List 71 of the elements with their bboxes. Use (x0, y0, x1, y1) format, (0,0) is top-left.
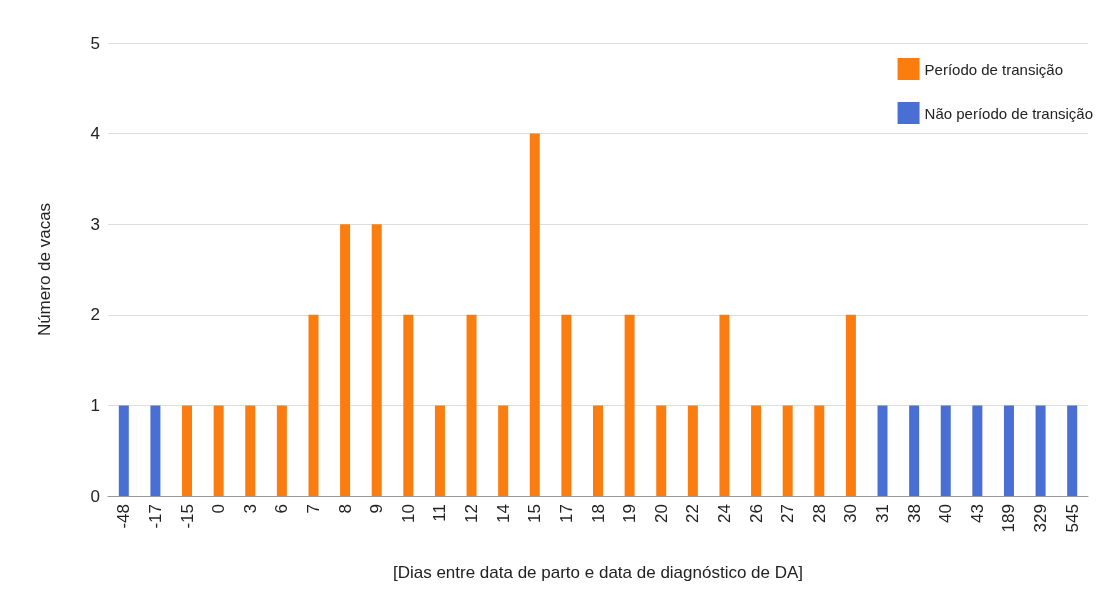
y-tick-label: 5 (90, 33, 100, 53)
x-tick-label: 11 (430, 504, 450, 522)
y-tick-label: 4 (90, 124, 100, 144)
bar (972, 405, 983, 496)
legend-label: Período de transição (924, 60, 1063, 78)
bar (656, 405, 667, 496)
bar (624, 314, 635, 496)
x-tick-label: 6 (272, 504, 292, 514)
x-tick-label: 24 (714, 504, 734, 523)
bar (687, 405, 698, 496)
x-axis-title: [Dias entre data de parto e data de diagnóstico de DA] (392, 563, 804, 582)
bar (276, 405, 287, 496)
bar (593, 405, 603, 496)
x-tick-label: 18 (588, 504, 608, 523)
bar (1003, 405, 1014, 496)
bar (561, 314, 572, 496)
x-tick-label: 3 (240, 504, 260, 514)
bar (719, 314, 730, 496)
x-tick-label: 189 (999, 504, 1019, 533)
bar (150, 405, 161, 496)
x-tick-label: 20 (651, 504, 671, 523)
x-tick-label: 17 (556, 504, 576, 523)
x-tick-label: 545 (1062, 504, 1082, 533)
x-tick-label: 40 (936, 504, 956, 523)
bar (1067, 405, 1078, 496)
x-tick-label: 43 (967, 504, 987, 523)
x-tick-label: 22 (683, 504, 703, 523)
legend-label: Não período de transição (924, 104, 1094, 122)
x-tick-label: -48 (114, 504, 134, 529)
bar (529, 133, 540, 496)
y-axis-title: Número de vacas (35, 202, 54, 337)
bar (751, 405, 762, 496)
y-tick-label: 3 (90, 214, 100, 234)
x-tick-label: -17 (145, 504, 165, 529)
x-tick-label: 12 (462, 504, 482, 523)
x-tick-label: 9 (367, 504, 387, 514)
bar (877, 405, 888, 496)
bar (340, 224, 351, 496)
x-tick-label: 27 (778, 504, 798, 523)
x-tick-label: 30 (841, 504, 861, 523)
x-tick-label: 8 (335, 504, 355, 514)
bar (371, 224, 382, 496)
x-tick-label: 19 (620, 504, 640, 523)
bar (909, 405, 920, 496)
bar (245, 405, 256, 496)
y-tick-label: 2 (90, 305, 100, 325)
bar (782, 405, 793, 496)
x-tick-label: 0 (209, 504, 229, 514)
x-tick-label: 38 (904, 504, 924, 523)
x-tick-label: 14 (493, 504, 513, 523)
bar (403, 314, 414, 496)
x-tick-label: 7 (303, 504, 323, 514)
x-tick-label: 31 (873, 504, 893, 523)
x-tick-label: 10 (398, 504, 418, 523)
x-tick-label: 329 (1031, 504, 1051, 533)
y-tick-label: 1 (90, 395, 100, 415)
bar (213, 405, 224, 496)
bar (434, 405, 445, 496)
x-tick-label: 28 (809, 504, 829, 523)
bar (308, 314, 319, 496)
x-tick-label: 26 (746, 504, 766, 523)
bar (118, 405, 129, 496)
bar (1035, 405, 1046, 496)
bar (845, 314, 856, 496)
bar (182, 405, 193, 496)
bar (466, 314, 477, 496)
bar (814, 405, 825, 496)
x-tick-label: -15 (177, 504, 197, 529)
bar (498, 405, 509, 496)
bar (940, 405, 951, 496)
x-tick-label: 15 (525, 504, 545, 523)
